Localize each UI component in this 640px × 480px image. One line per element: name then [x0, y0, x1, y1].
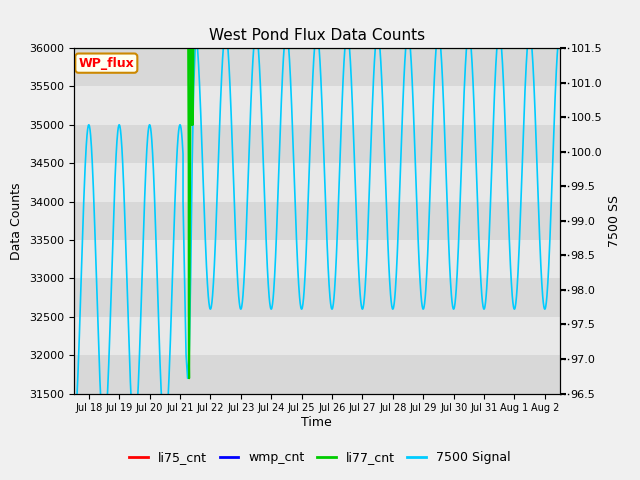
Bar: [74, 125, 560, 163]
Bar: [74, 317, 560, 355]
Bar: [74, 278, 560, 317]
Y-axis label: Data Counts: Data Counts: [10, 182, 23, 260]
Y-axis label: 7500 SS: 7500 SS: [607, 195, 621, 247]
Bar: [74, 355, 560, 394]
Bar: [74, 202, 560, 240]
Bar: [74, 240, 560, 278]
Text: WP_flux: WP_flux: [79, 57, 134, 70]
Title: West Pond Flux Data Counts: West Pond Flux Data Counts: [209, 28, 425, 43]
Bar: [74, 163, 560, 202]
Bar: [74, 86, 560, 125]
Bar: [74, 48, 560, 86]
Legend: li75_cnt, wmp_cnt, li77_cnt, 7500 Signal: li75_cnt, wmp_cnt, li77_cnt, 7500 Signal: [124, 446, 516, 469]
X-axis label: Time: Time: [301, 416, 332, 429]
